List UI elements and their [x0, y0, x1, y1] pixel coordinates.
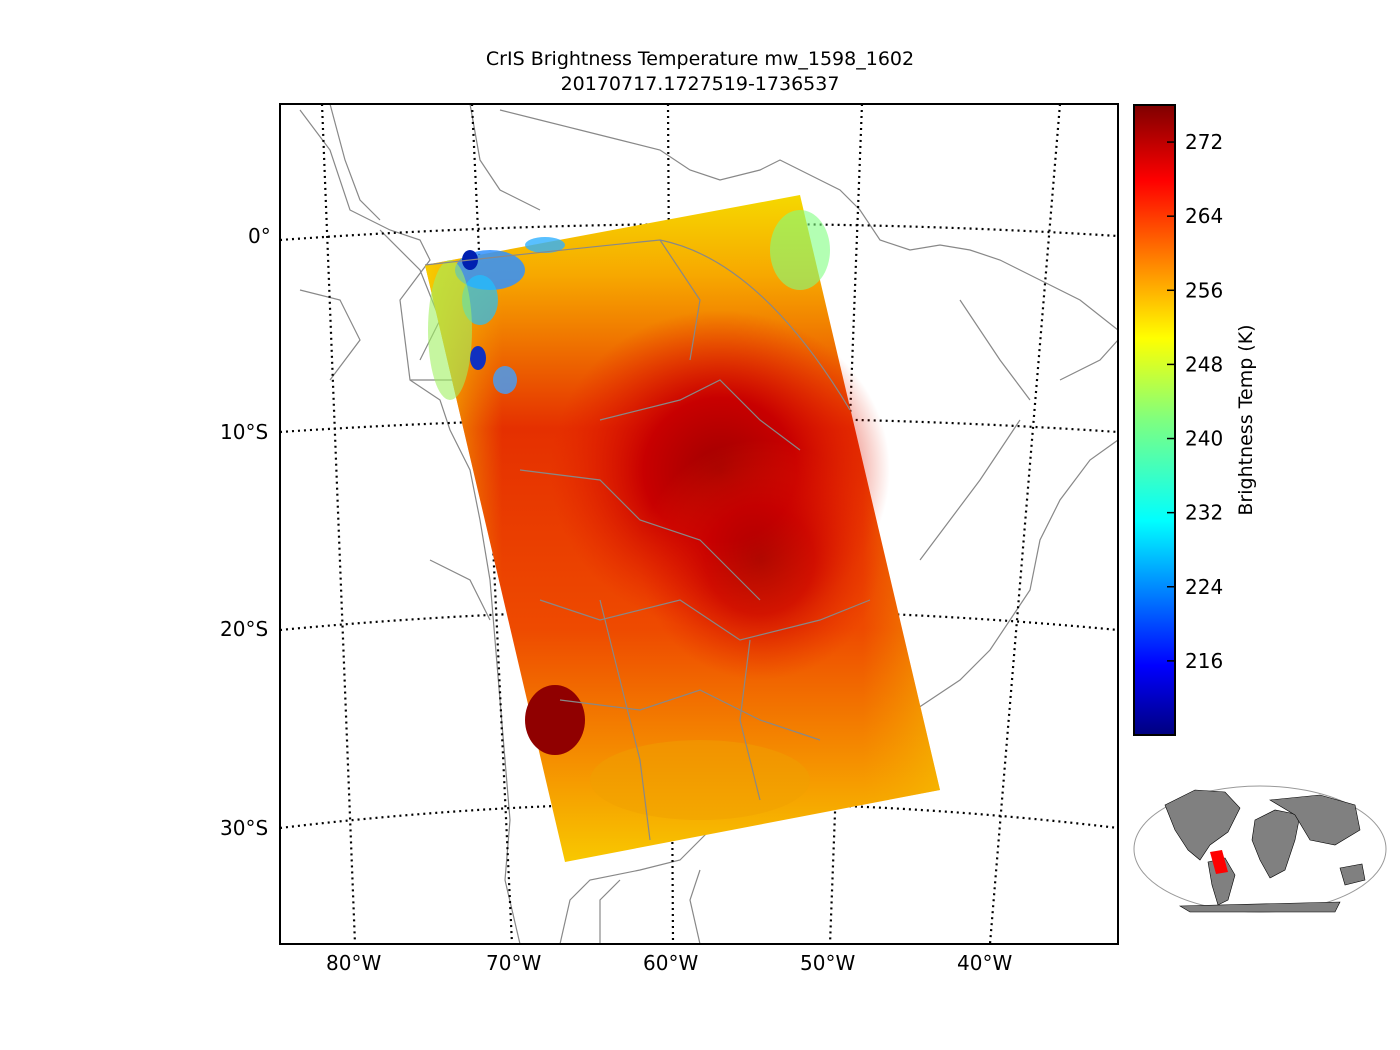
lat-label-30s-out: 30°S — [220, 816, 268, 840]
map-frame — [279, 103, 1119, 945]
lat-label-20s-out: 20°S — [220, 617, 268, 641]
lat-label-10s-out: 10°S — [220, 420, 268, 444]
colorbar-tick-label: 264 — [1185, 204, 1223, 228]
lon-label-80w: 80°W — [326, 951, 381, 975]
colorbar-ticks: 216 224 232 240 248 256 264 272 — [1167, 130, 1223, 673]
lon-label-60w: 60°W — [643, 951, 698, 975]
lon-label-50w: 50°W — [800, 951, 855, 975]
lat-label-0-out: 0° — [248, 224, 271, 248]
colorbar-label: Brightness Temp (K) — [1235, 324, 1257, 515]
colorbar-tick-label: 248 — [1185, 352, 1223, 376]
brightness-swath — [424, 195, 940, 862]
world-inset — [1133, 785, 1387, 913]
lon-label-40w: 40°W — [957, 951, 1012, 975]
colorbar-tick-label: 256 — [1185, 278, 1223, 302]
colorbar-tick-label: 240 — [1185, 427, 1223, 451]
colorbar-tick-label: 272 — [1185, 130, 1223, 154]
colorbar-tick-label: 224 — [1185, 575, 1223, 599]
lon-label-70w: 70°W — [486, 951, 541, 975]
map-subtitle: 20170717.1727519-1736537 — [560, 73, 840, 95]
map-panel: 0° 10°S 20°S 30°S — [280, 104, 1118, 944]
coastlines — [299, 104, 1118, 944]
map-title: CrIS Brightness Temperature mw_1598_1602 — [485, 48, 915, 70]
colorbar: 216 224 232 240 248 256 264 272 Brightness Temp… — [1133, 104, 1257, 736]
colorbar-tick-label: 216 — [1185, 649, 1223, 673]
colorbar-tick-label: 232 — [1185, 501, 1223, 525]
colorbar-ramp — [1133, 104, 1176, 736]
inset-swath-highlight — [1210, 850, 1228, 874]
